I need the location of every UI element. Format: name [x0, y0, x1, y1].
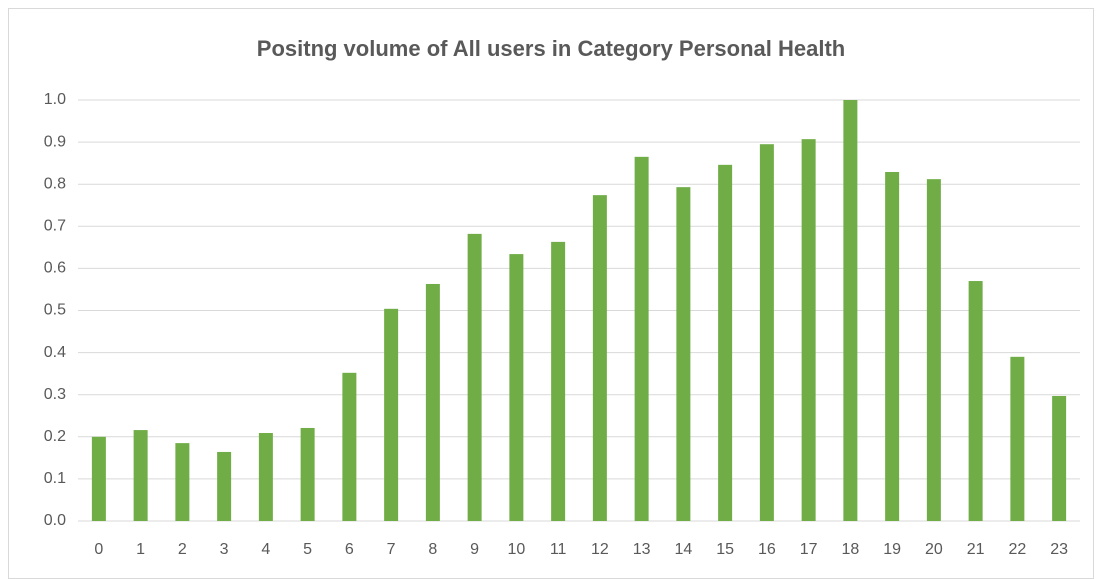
chart-title: Positng volume of All users in Category …: [257, 36, 845, 61]
bar: [885, 171, 900, 521]
x-tick-label: 10: [507, 541, 525, 558]
y-tick-label: 1.0: [44, 91, 66, 108]
y-tick-label: 0.7: [44, 218, 66, 235]
bar: [300, 427, 315, 521]
x-tick-label: 2: [178, 541, 187, 558]
y-tick-label: 0.9: [44, 133, 66, 150]
bar: [425, 283, 440, 521]
y-tick-label: 0.2: [44, 428, 66, 445]
x-tick-label: 12: [591, 541, 609, 558]
x-tick-label: 15: [716, 541, 734, 558]
x-tick-label: 5: [303, 541, 312, 558]
bar: [384, 308, 399, 521]
x-tick-label: 14: [674, 541, 692, 558]
bar: [133, 430, 148, 521]
x-tick-label: 23: [1050, 541, 1068, 558]
bar: [175, 443, 190, 521]
bar: [551, 241, 566, 521]
bar: [676, 187, 691, 521]
bar: [843, 100, 858, 521]
bar: [718, 164, 733, 522]
bar: [258, 433, 273, 521]
x-tick-label: 21: [967, 541, 985, 558]
x-tick-label: 13: [633, 541, 651, 558]
x-tick-label: 1: [136, 541, 145, 558]
bar: [217, 451, 232, 521]
y-tick-label: 0.3: [44, 386, 66, 403]
x-tick-label: 11: [550, 541, 567, 558]
y-tick-label: 0.0: [44, 512, 66, 529]
bar: [592, 195, 607, 521]
y-tick-label: 0.4: [44, 344, 66, 361]
x-tick-label: 17: [800, 541, 818, 558]
bar: [1010, 356, 1025, 521]
x-tick-label: 20: [925, 541, 943, 558]
x-tick-label: 18: [841, 541, 859, 558]
x-tick-label: 3: [220, 541, 229, 558]
bar: [968, 281, 983, 521]
x-tick-label: 22: [1008, 541, 1026, 558]
x-tick-label: 8: [428, 541, 437, 558]
bar: [91, 436, 106, 521]
x-tick-label: 6: [345, 541, 354, 558]
bar: [509, 254, 524, 521]
x-tick-label: 7: [387, 541, 396, 558]
bar: [467, 233, 482, 522]
x-tick-label: 4: [261, 541, 270, 558]
bar: [926, 179, 941, 521]
x-tick-label: 0: [94, 541, 103, 558]
x-tick-label: 16: [758, 541, 776, 558]
y-tick-label: 0.1: [44, 470, 66, 487]
y-tick-label: 0.8: [44, 175, 66, 192]
bar: [801, 139, 816, 521]
bar: [634, 156, 649, 521]
y-tick-label: 0.6: [44, 260, 66, 277]
bar: [1052, 395, 1067, 521]
bar: [759, 144, 774, 521]
y-tick-label: 0.5: [44, 302, 66, 319]
x-tick-label: 19: [883, 541, 901, 558]
bar: [342, 372, 357, 521]
x-tick-label: 9: [470, 541, 479, 558]
